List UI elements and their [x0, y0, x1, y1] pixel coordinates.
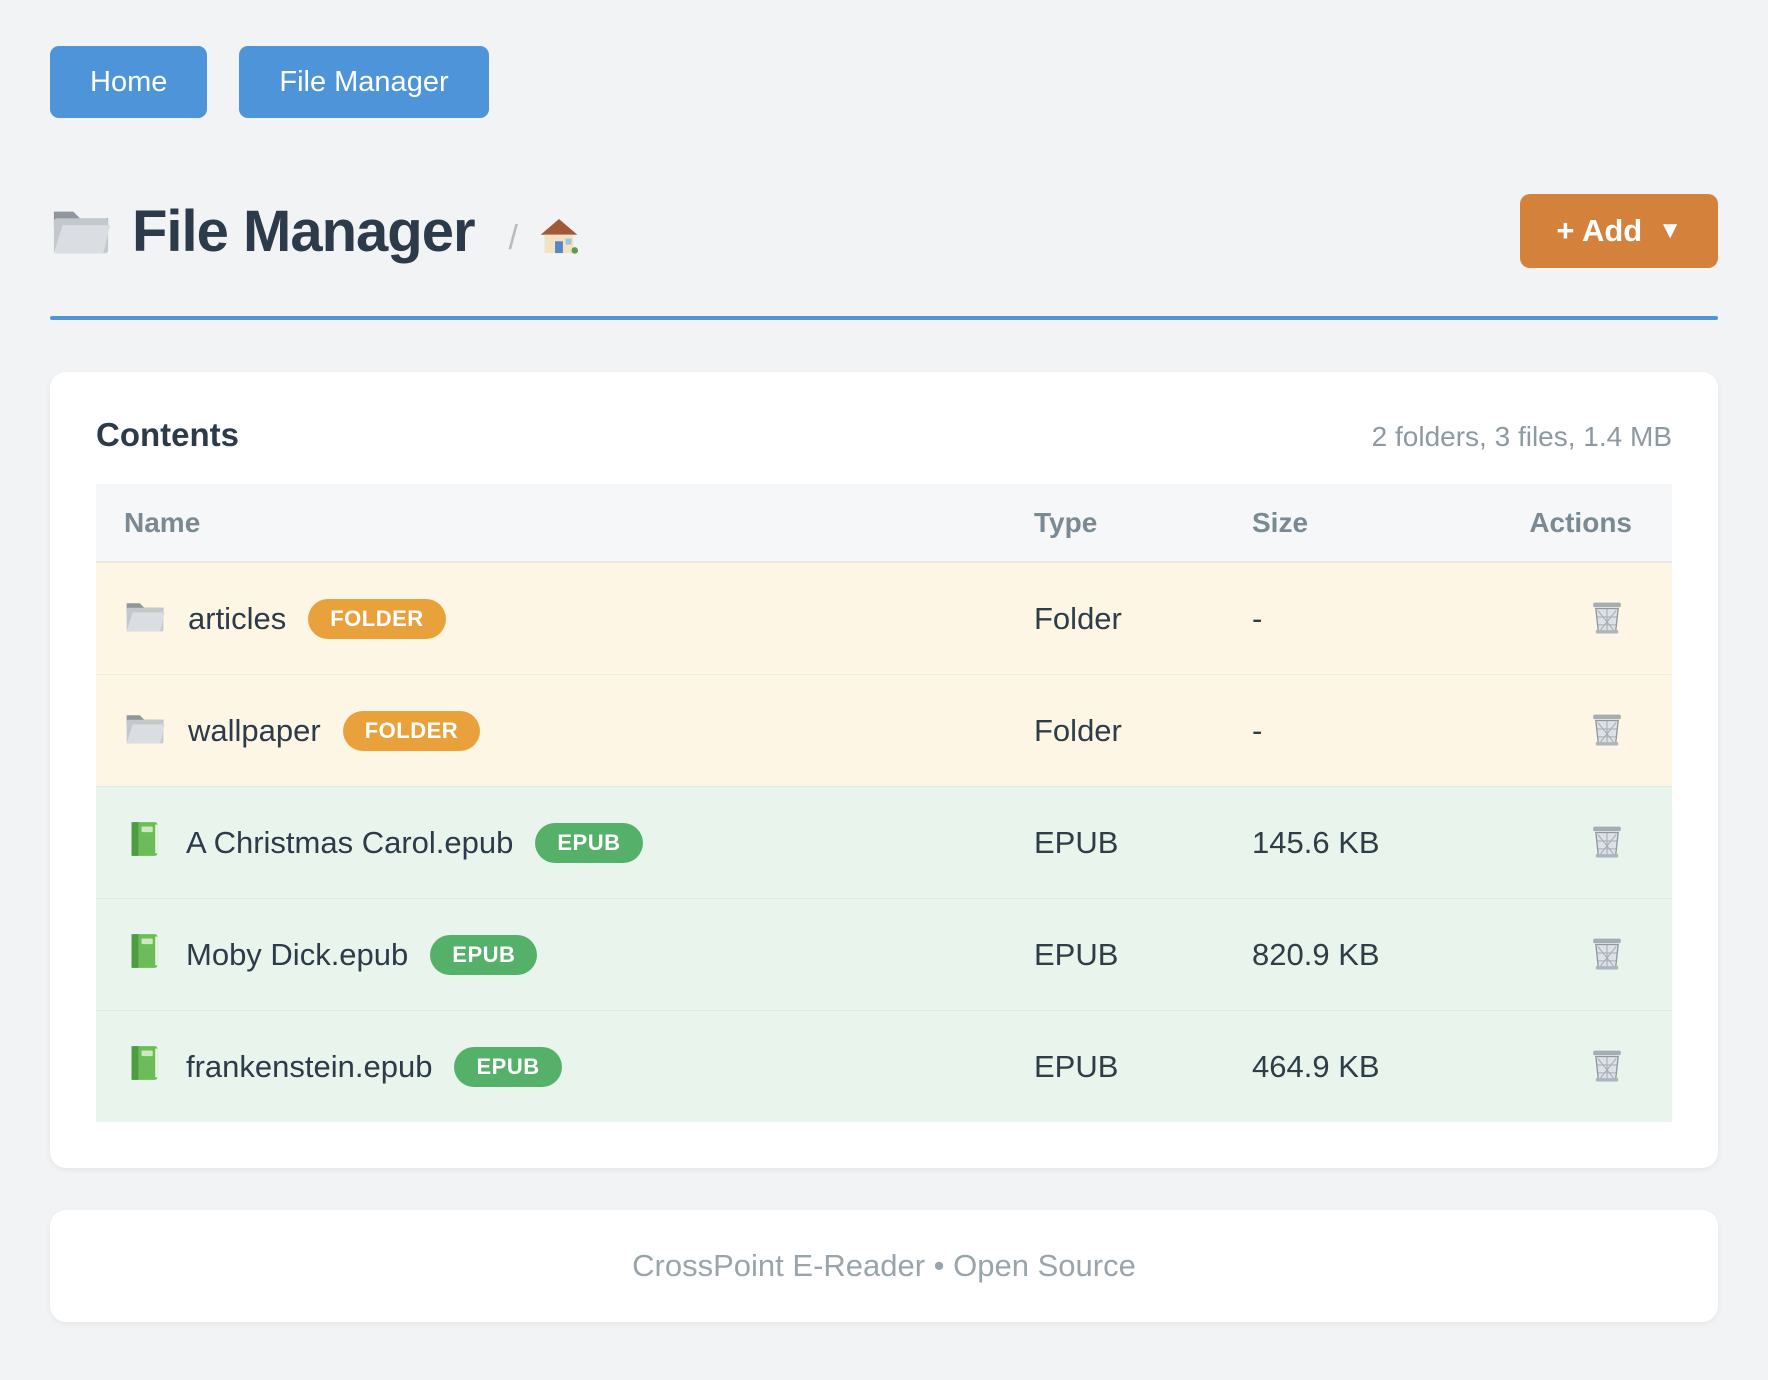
folder-icon: [50, 198, 112, 265]
page-title: File Manager: [132, 198, 475, 265]
type-badge: FOLDER: [343, 711, 480, 751]
folder-icon: [124, 594, 166, 644]
contents-summary: 2 folders, 3 files, 1.4 MB: [1372, 421, 1672, 453]
type-badge: EPUB: [535, 823, 642, 863]
contents-title: Contents: [96, 416, 1372, 454]
file-size: 820.9 KB: [1224, 937, 1512, 973]
file-name[interactable]: wallpaper: [188, 713, 321, 749]
contents-card: Contents 2 folders, 3 files, 1.4 MB Name…: [50, 372, 1718, 1168]
book-icon: [124, 819, 164, 867]
house-icon[interactable]: [538, 215, 580, 262]
file-size: -: [1224, 601, 1512, 637]
type-badge: FOLDER: [308, 599, 445, 639]
nav-file-manager-button[interactable]: File Manager: [239, 46, 488, 118]
trash-icon: [1586, 626, 1628, 641]
table-row[interactable]: articles FOLDER Folder -: [96, 562, 1672, 674]
top-nav: Home File Manager: [50, 46, 1718, 118]
delete-button[interactable]: [1582, 592, 1632, 645]
type-badge: EPUB: [430, 935, 537, 975]
nav-home-button[interactable]: Home: [50, 46, 207, 118]
file-manager-page: Home File Manager File Manager / + Add ▼…: [0, 0, 1768, 1362]
header-divider: [50, 316, 1718, 320]
footer: CrossPoint E-Reader • Open Source: [50, 1210, 1718, 1322]
footer-text: CrossPoint E-Reader • Open Source: [632, 1248, 1136, 1284]
table-row[interactable]: A Christmas Carol.epub EPUB EPUB 145.6 K…: [96, 786, 1672, 898]
table-row[interactable]: Moby Dick.epub EPUB EPUB 820.9 KB: [96, 898, 1672, 1010]
delete-button[interactable]: [1582, 1040, 1632, 1093]
file-size: 464.9 KB: [1224, 1049, 1512, 1085]
column-header-type: Type: [1006, 507, 1224, 539]
trash-icon: [1586, 850, 1628, 865]
column-header-actions: Actions: [1512, 507, 1672, 539]
file-type: Folder: [1006, 601, 1224, 637]
file-name[interactable]: A Christmas Carol.epub: [186, 825, 513, 861]
page-header: File Manager / + Add ▼: [50, 194, 1718, 268]
trash-icon: [1586, 962, 1628, 977]
file-size: 145.6 KB: [1224, 825, 1512, 861]
book-icon: [124, 931, 164, 979]
book-icon: [124, 1043, 164, 1091]
delete-button[interactable]: [1582, 704, 1632, 757]
column-header-size: Size: [1224, 507, 1512, 539]
file-size: -: [1224, 713, 1512, 749]
file-type: EPUB: [1006, 1049, 1224, 1085]
file-name[interactable]: Moby Dick.epub: [186, 937, 408, 973]
type-badge: EPUB: [454, 1047, 561, 1087]
trash-icon: [1586, 1074, 1628, 1089]
file-table: Name Type Size Actions articles FOLDER F…: [96, 484, 1672, 1122]
table-header-row: Name Type Size Actions: [96, 484, 1672, 562]
table-row[interactable]: wallpaper FOLDER Folder -: [96, 674, 1672, 786]
file-type: Folder: [1006, 713, 1224, 749]
add-button[interactable]: + Add ▼: [1520, 194, 1718, 268]
breadcrumb-separator: /: [509, 219, 518, 258]
delete-button[interactable]: [1582, 816, 1632, 869]
trash-icon: [1586, 738, 1628, 753]
file-type: EPUB: [1006, 937, 1224, 973]
table-row[interactable]: frankenstein.epub EPUB EPUB 464.9 KB: [96, 1010, 1672, 1122]
file-type: EPUB: [1006, 825, 1224, 861]
add-button-label: + Add: [1556, 213, 1642, 249]
column-header-name: Name: [96, 507, 1006, 539]
chevron-down-icon: ▼: [1658, 217, 1682, 245]
file-name[interactable]: frankenstein.epub: [186, 1049, 432, 1085]
folder-icon: [124, 706, 166, 756]
file-name[interactable]: articles: [188, 601, 286, 637]
delete-button[interactable]: [1582, 928, 1632, 981]
